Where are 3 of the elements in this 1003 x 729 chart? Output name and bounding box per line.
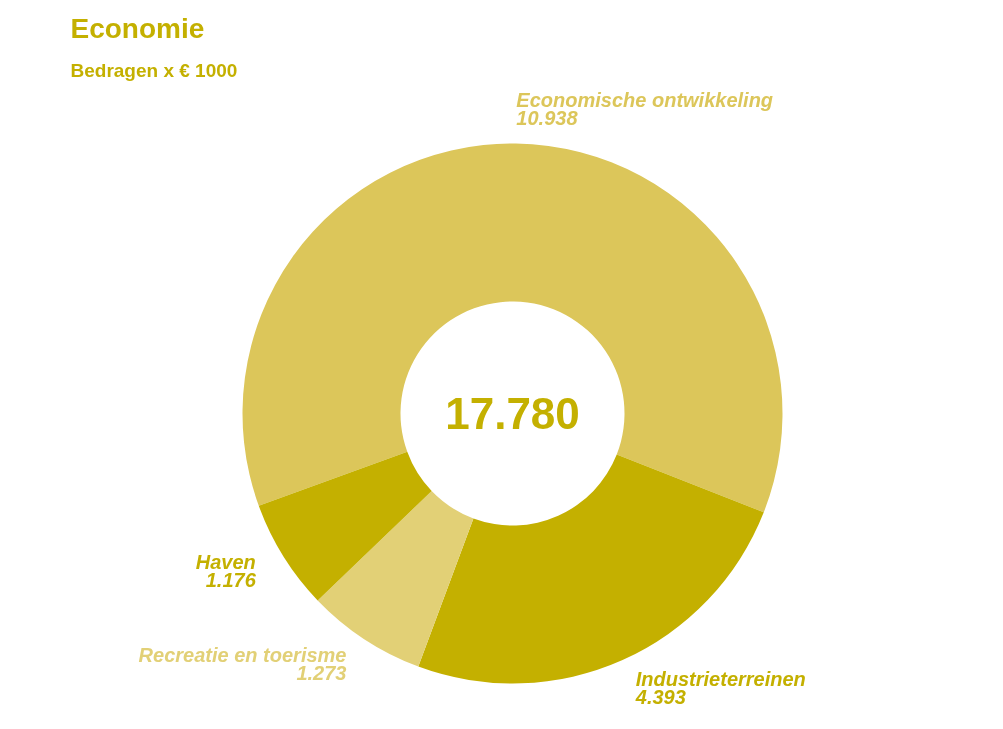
chart-subtitle: Bedragen x € 1000 <box>70 60 238 81</box>
chart-title: Economie <box>70 13 205 44</box>
text: 17.780 <box>445 389 580 438</box>
